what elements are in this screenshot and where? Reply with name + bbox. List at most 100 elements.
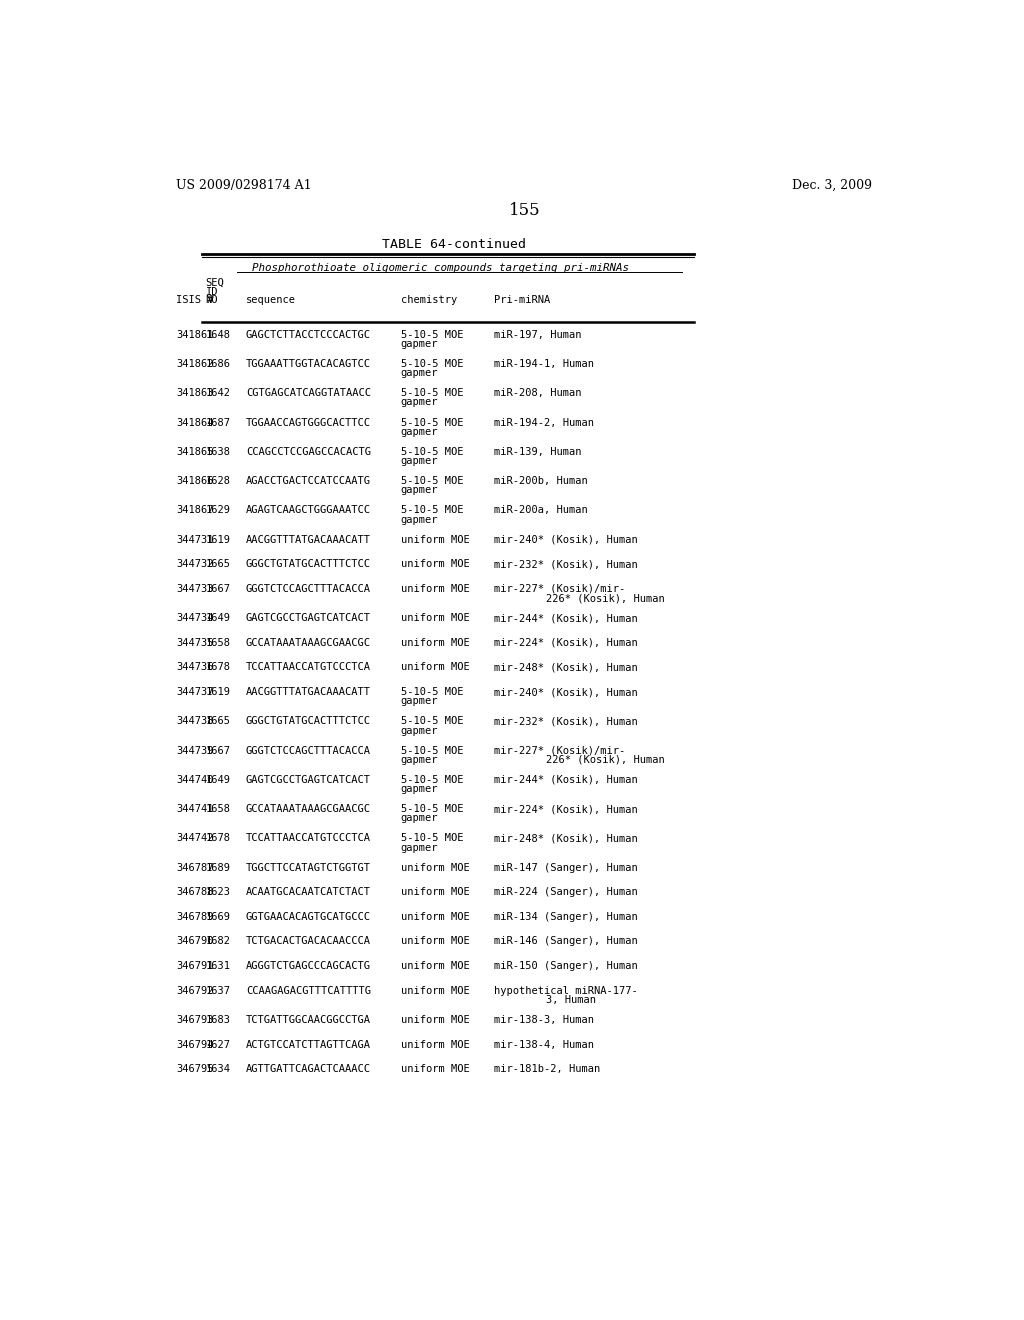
Text: 346790: 346790 [176,936,214,946]
Text: GGGTCTCCAGCTTTACACCA: GGGTCTCCAGCTTTACACCA [246,583,371,594]
Text: 5-10-5 MOE: 5-10-5 MOE [400,746,463,755]
Text: mir-227* (Kosik)/mir-: mir-227* (Kosik)/mir- [494,583,625,594]
Text: AGTTGATTCAGACTCAAACC: AGTTGATTCAGACTCAAACC [246,1064,371,1074]
Text: TCCATTAACCATGTCCCTCA: TCCATTAACCATGTCCCTCA [246,663,371,672]
Text: TGGAAATTGGTACACAGTCC: TGGAAATTGGTACACAGTCC [246,359,371,370]
Text: 344731: 344731 [176,535,214,545]
Text: AACGGTTTATGACAAACATT: AACGGTTTATGACAAACATT [246,686,371,697]
Text: mir-224* (Kosik), Human: mir-224* (Kosik), Human [494,638,638,648]
Text: 1649: 1649 [206,612,230,623]
Text: gapmer: gapmer [400,515,438,524]
Text: mir-240* (Kosik), Human: mir-240* (Kosik), Human [494,535,638,545]
Text: GGGCTGTATGCACTTTCTCC: GGGCTGTATGCACTTTCTCC [246,717,371,726]
Text: sequence: sequence [246,296,296,305]
Text: GGGCTGTATGCACTTTCTCC: GGGCTGTATGCACTTTCTCC [246,560,371,569]
Text: GCCATAAATAAAGCGAACGC: GCCATAAATAAAGCGAACGC [246,804,371,814]
Text: mir-232* (Kosik), Human: mir-232* (Kosik), Human [494,560,638,569]
Text: mir-138-3, Human: mir-138-3, Human [494,1015,594,1026]
Text: miR-139, Human: miR-139, Human [494,446,582,457]
Text: uniform MOE: uniform MOE [400,986,470,995]
Text: AGAGTCAAGCTGGGAAATCC: AGAGTCAAGCTGGGAAATCC [246,506,371,515]
Text: mir-224* (Kosik), Human: mir-224* (Kosik), Human [494,804,638,814]
Text: 1678: 1678 [206,663,230,672]
Text: uniform MOE: uniform MOE [400,862,470,873]
Text: CCAGCCTCCGAGCCACACTG: CCAGCCTCCGAGCCACACTG [246,446,371,457]
Text: 344741: 344741 [176,804,214,814]
Text: 226* (Kosik), Human: 226* (Kosik), Human [547,593,666,603]
Text: uniform MOE: uniform MOE [400,912,470,921]
Text: 1687: 1687 [206,417,230,428]
Text: GAGTCGCCTGAGTCATCACT: GAGTCGCCTGAGTCATCACT [246,612,371,623]
Text: 341861: 341861 [176,330,214,339]
Text: mir-244* (Kosik), Human: mir-244* (Kosik), Human [494,612,638,623]
Text: mir-240* (Kosik), Human: mir-240* (Kosik), Human [494,686,638,697]
Text: uniform MOE: uniform MOE [400,583,470,594]
Text: 5-10-5 MOE: 5-10-5 MOE [400,477,463,486]
Text: miR-194-1, Human: miR-194-1, Human [494,359,594,370]
Text: gapmer: gapmer [400,726,438,735]
Text: hypothetical miRNA-177-: hypothetical miRNA-177- [494,986,638,995]
Text: gapmer: gapmer [400,368,438,379]
Text: 344733: 344733 [176,583,214,594]
Text: 344739: 344739 [176,746,214,755]
Text: 1619: 1619 [206,535,230,545]
Text: 1665: 1665 [206,717,230,726]
Text: 1648: 1648 [206,330,230,339]
Text: 1683: 1683 [206,1015,230,1026]
Text: 1629: 1629 [206,506,230,515]
Text: 5-10-5 MOE: 5-10-5 MOE [400,446,463,457]
Text: miR-150 (Sanger), Human: miR-150 (Sanger), Human [494,961,638,972]
Text: 3, Human: 3, Human [547,995,597,1005]
Text: gapmer: gapmer [400,755,438,764]
Text: uniform MOE: uniform MOE [400,560,470,569]
Text: 346789: 346789 [176,912,214,921]
Text: 1682: 1682 [206,936,230,946]
Text: uniform MOE: uniform MOE [400,1064,470,1074]
Text: gapmer: gapmer [400,486,438,495]
Text: 344734: 344734 [176,612,214,623]
Text: Pri-miRNA: Pri-miRNA [494,296,550,305]
Text: 341865: 341865 [176,446,214,457]
Text: 5-10-5 MOE: 5-10-5 MOE [400,359,463,370]
Text: gapmer: gapmer [400,784,438,795]
Text: 1642: 1642 [206,388,230,399]
Text: GAGCTCTTACCTCCCACTGC: GAGCTCTTACCTCCCACTGC [246,330,371,339]
Text: miR-208, Human: miR-208, Human [494,388,582,399]
Text: miR-146 (Sanger), Human: miR-146 (Sanger), Human [494,936,638,946]
Text: gapmer: gapmer [400,455,438,466]
Text: 346791: 346791 [176,961,214,972]
Text: mir-232* (Kosik), Human: mir-232* (Kosik), Human [494,717,638,726]
Text: 5-10-5 MOE: 5-10-5 MOE [400,717,463,726]
Text: uniform MOE: uniform MOE [400,535,470,545]
Text: GCCATAAATAAAGCGAACGC: GCCATAAATAAAGCGAACGC [246,638,371,648]
Text: TGGAACCAGTGGGCACTTCC: TGGAACCAGTGGGCACTTCC [246,417,371,428]
Text: GGTGAACACAGTGCATGCCC: GGTGAACACAGTGCATGCCC [246,912,371,921]
Text: AGACCTGACTCCATCCAATG: AGACCTGACTCCATCCAATG [246,477,371,486]
Text: 344740: 344740 [176,775,214,785]
Text: 1627: 1627 [206,1040,230,1049]
Text: uniform MOE: uniform MOE [400,1040,470,1049]
Text: gapmer: gapmer [400,339,438,348]
Text: 1658: 1658 [206,804,230,814]
Text: NO: NO [206,296,218,305]
Text: AGGGTCTGAGCCCAGCACTG: AGGGTCTGAGCCCAGCACTG [246,961,371,972]
Text: CCAAGAGACGTTTCATTTTG: CCAAGAGACGTTTCATTTTG [246,986,371,995]
Text: uniform MOE: uniform MOE [400,961,470,972]
Text: 1649: 1649 [206,775,230,785]
Text: 346795: 346795 [176,1064,214,1074]
Text: 344737: 344737 [176,686,214,697]
Text: 1628: 1628 [206,477,230,486]
Text: 1637: 1637 [206,986,230,995]
Text: 344736: 344736 [176,663,214,672]
Text: ACTGTCCATCTTAGTTCAGA: ACTGTCCATCTTAGTTCAGA [246,1040,371,1049]
Text: Phosphorothioate oligomeric compounds targeting pri-miRNAs: Phosphorothioate oligomeric compounds ta… [252,263,629,273]
Text: 344738: 344738 [176,717,214,726]
Text: 5-10-5 MOE: 5-10-5 MOE [400,833,463,843]
Text: uniform MOE: uniform MOE [400,936,470,946]
Text: 1658: 1658 [206,638,230,648]
Text: 346788: 346788 [176,887,214,898]
Text: 1634: 1634 [206,1064,230,1074]
Text: gapmer: gapmer [400,397,438,408]
Text: 341862: 341862 [176,359,214,370]
Text: 341866: 341866 [176,477,214,486]
